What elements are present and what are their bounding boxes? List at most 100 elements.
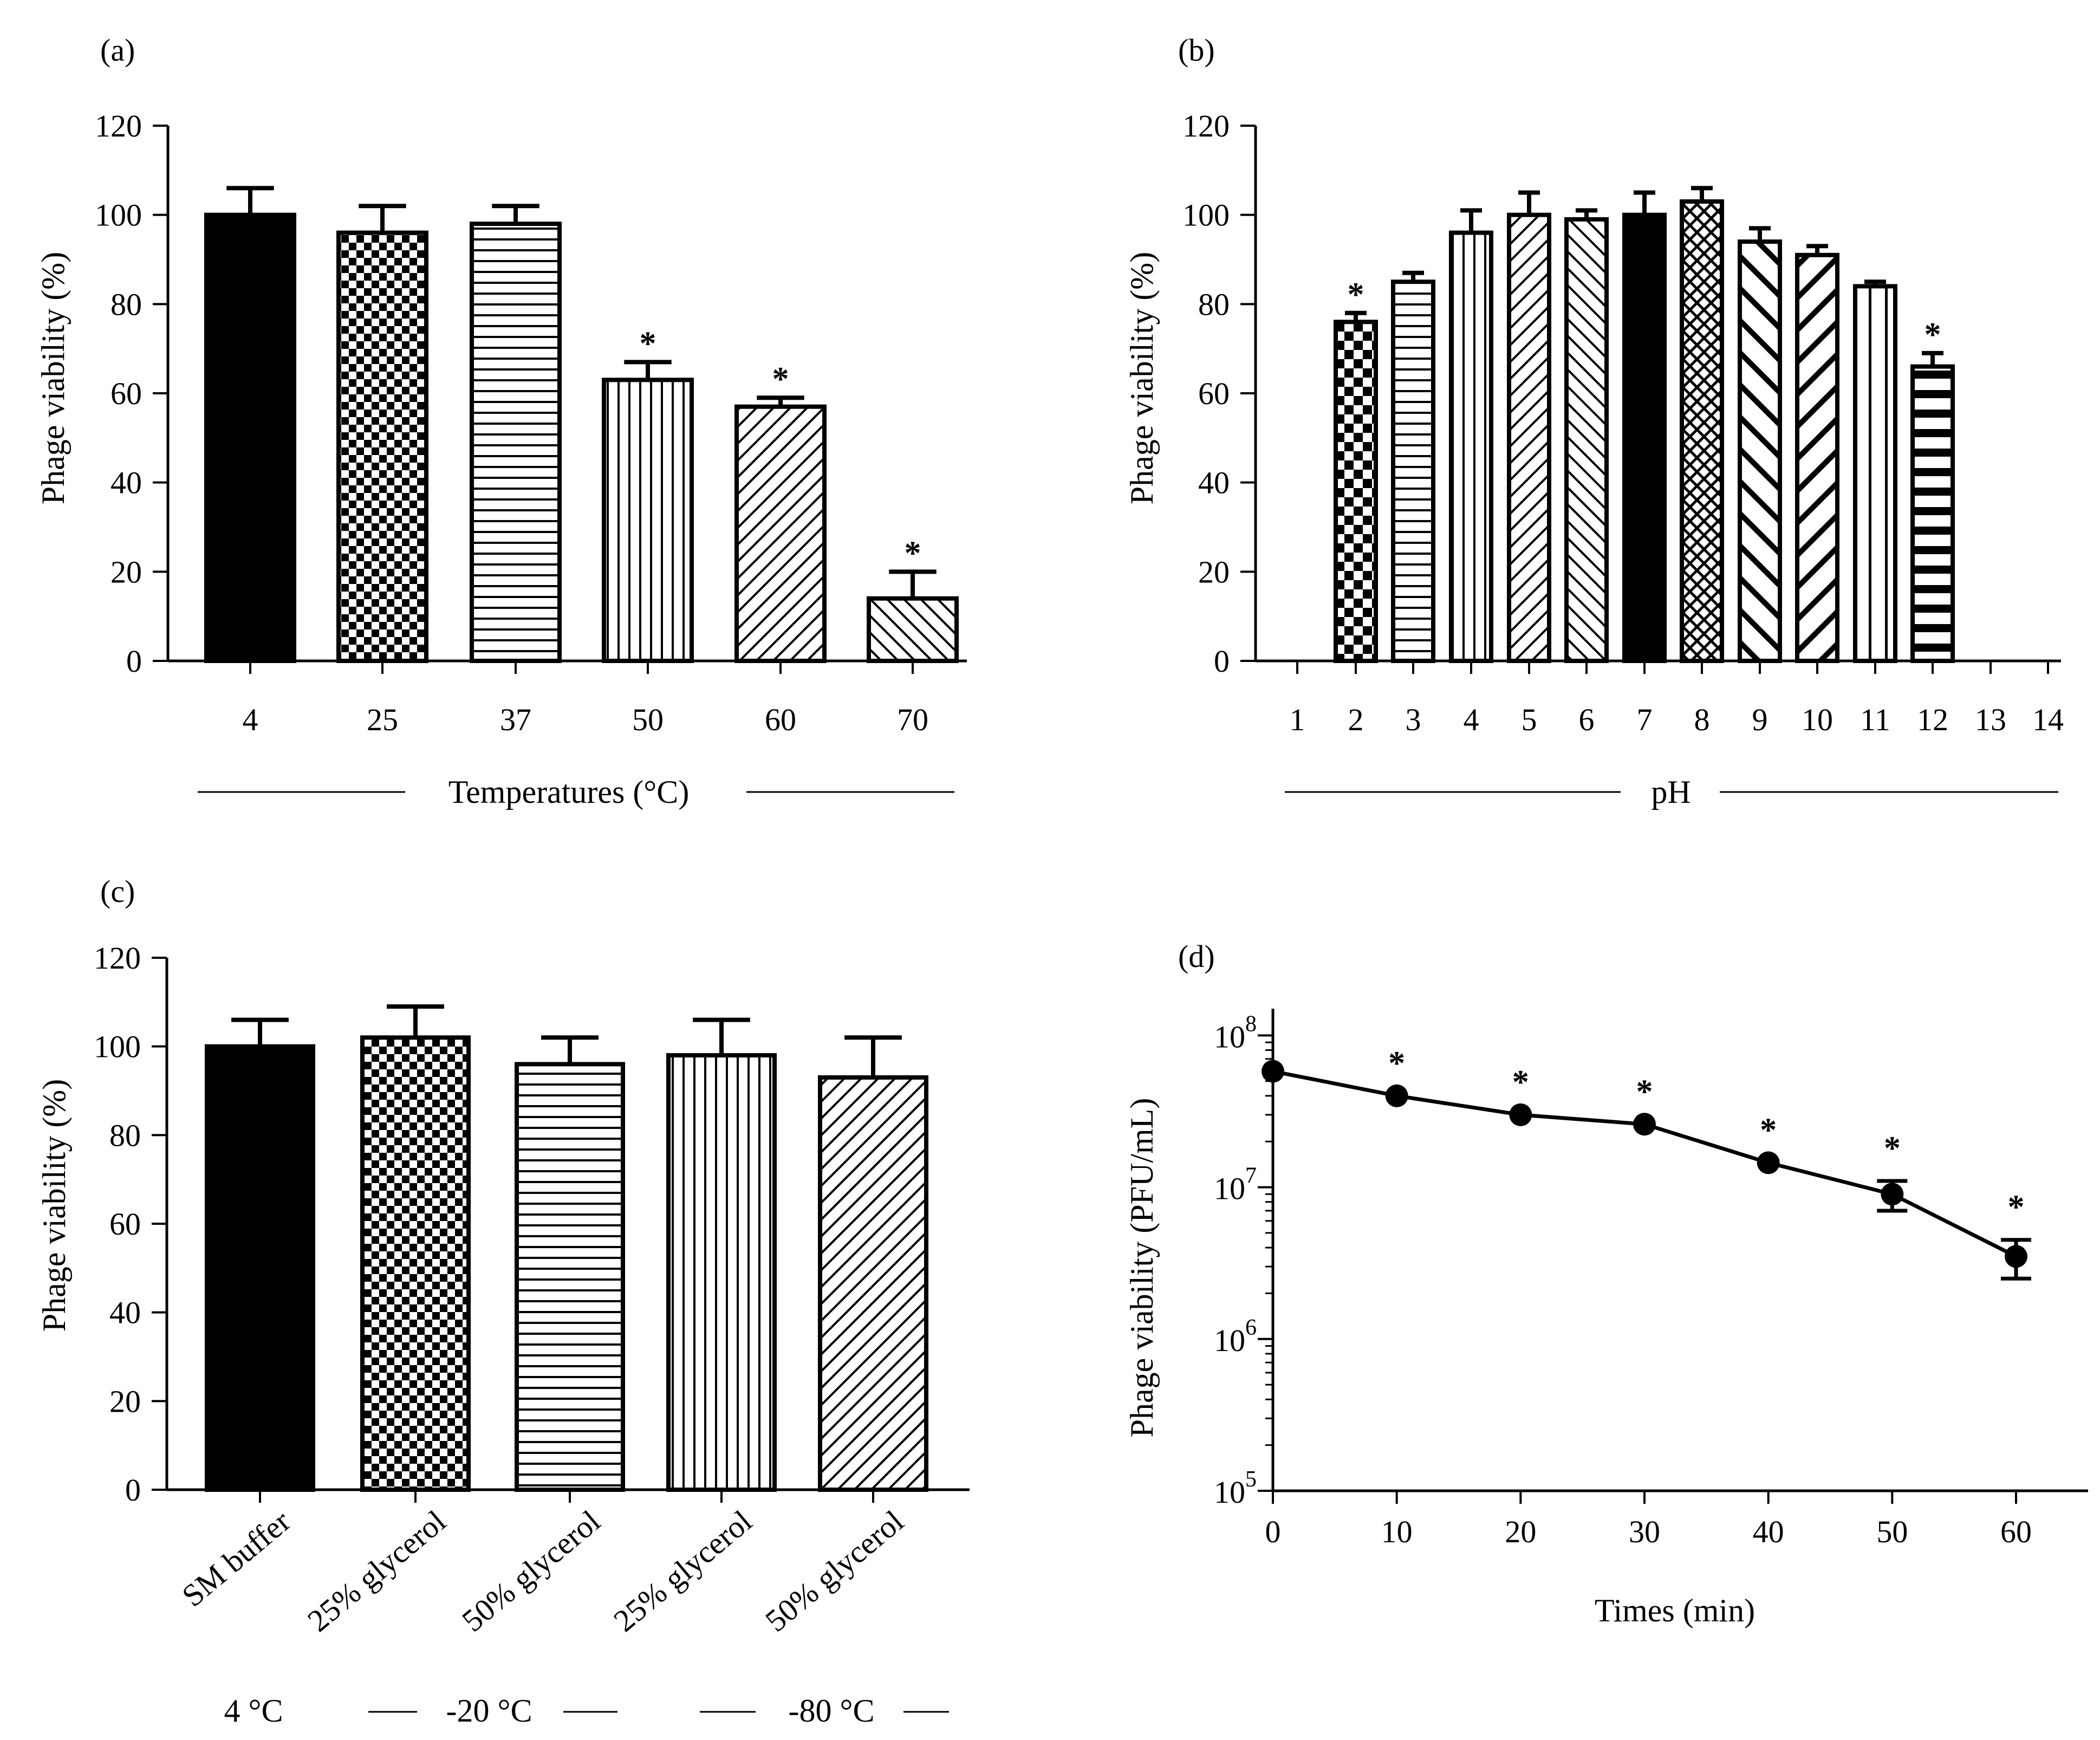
x-tick-label: 50: [1876, 1514, 1908, 1549]
y-tick-base: 10: [1214, 1171, 1245, 1206]
y-tick-label: 80: [110, 287, 142, 322]
data-point: [1262, 1060, 1284, 1083]
x-tick-label: 60: [765, 702, 796, 737]
y-tick-label: 0: [125, 1472, 141, 1508]
x-axis-title-d: Times (min): [1595, 1593, 1755, 1628]
x-tick-label: 50: [632, 702, 664, 737]
significance-star: *: [905, 535, 921, 572]
y-tick-label: 120: [95, 108, 142, 144]
y-tick-label: 100: [1182, 198, 1230, 233]
y-tick-label: 100: [94, 1029, 141, 1064]
bar: [1391, 280, 1435, 663]
bar: [602, 378, 694, 663]
x-tick-label: 25% glycerol: [301, 1503, 452, 1639]
y-tick-label: 20: [109, 1384, 141, 1419]
bar: [1334, 320, 1378, 663]
x-tick-label: 10: [1381, 1514, 1413, 1549]
x-tick-label: 8: [1694, 702, 1710, 737]
data-point: [1385, 1084, 1408, 1107]
bar: [336, 230, 428, 664]
y-tick-label: 0: [1214, 644, 1230, 679]
significance-star: *: [1348, 276, 1364, 313]
y-tick-label: 108: [1214, 1011, 1257, 1054]
significance-star: *: [1925, 316, 1941, 353]
y-tick-label: 100: [95, 198, 142, 233]
y-tick-label: 106: [1214, 1315, 1257, 1358]
x-tick-label: 4: [1464, 702, 1479, 737]
y-axis-title-d: Phage viability (PFU/mL): [1124, 1098, 1160, 1438]
y-tick-label: 40: [109, 1295, 141, 1330]
bar: [1680, 199, 1724, 663]
x-tick-label: 20: [1505, 1514, 1536, 1549]
data-point: [2005, 1245, 2027, 1268]
y-tick-label: 40: [1198, 465, 1230, 501]
x-axis-title-a: Temperatures (°C): [448, 774, 690, 810]
x-tick-label: 7: [1637, 702, 1653, 737]
y-tick-label: 20: [1198, 554, 1230, 589]
bar: [1564, 217, 1609, 663]
panel-label-c: (c): [100, 874, 135, 909]
panel-label-d: (d): [1178, 939, 1215, 974]
x-tick-label: 50% glycerol: [455, 1503, 607, 1639]
bar: [1795, 252, 1839, 663]
x-tick-label: 1: [1290, 702, 1305, 737]
y-tick-label: 80: [109, 1118, 141, 1153]
y-tick-label: 40: [110, 465, 142, 501]
x-tick-label: 25: [367, 702, 398, 737]
x-tick-label: 2: [1348, 702, 1364, 737]
data-point: [1509, 1103, 1532, 1126]
x-tick-label: 50% glycerol: [758, 1503, 910, 1639]
x-tick-label: 5: [1522, 702, 1537, 737]
data-point: [1881, 1183, 1904, 1206]
bar: [360, 1035, 471, 1492]
x-tick-label: 11: [1860, 702, 1890, 737]
y-tick-label: 60: [109, 1206, 141, 1242]
x-tick-label: 6: [1579, 702, 1595, 737]
bar: [734, 404, 827, 663]
x-tick-label: 25% glycerol: [607, 1503, 758, 1639]
x-axis-title-b: pH: [1651, 774, 1691, 810]
group-label-minus80c: -80 °C: [789, 1693, 875, 1729]
bar: [1853, 284, 1897, 663]
data-point: [1633, 1113, 1656, 1136]
panel-label-a: (a): [100, 33, 135, 68]
y-tick-label: 0: [126, 644, 142, 679]
chart-a: 0 20 40 60 80 100 120 4 25 37 50 * 60 * 70 *: [95, 108, 967, 737]
y-tick-exponent: 7: [1245, 1164, 1257, 1189]
significance-star: *: [640, 325, 656, 362]
x-tick-label: 70: [897, 702, 928, 737]
group-label-4c: 4 °C: [224, 1693, 283, 1729]
y-axis-title-c: Phage viability (%): [36, 1079, 72, 1332]
significance-star: *: [1636, 1073, 1653, 1110]
significance-star: *: [2008, 1189, 2025, 1226]
y-tick-label: 60: [110, 376, 142, 411]
x-tick-label: 40: [1753, 1514, 1784, 1549]
y-tick-label: 60: [1198, 376, 1230, 411]
panel-label-b: (b): [1178, 33, 1215, 68]
y-tick-label: 120: [94, 940, 141, 976]
significance-star: *: [1760, 1112, 1777, 1148]
significance-star: *: [1388, 1045, 1405, 1082]
bar: [666, 1053, 777, 1492]
y-tick-label: 80: [1198, 287, 1230, 322]
significance-star: *: [1512, 1064, 1529, 1101]
x-tick-label: 12: [1917, 702, 1948, 737]
bar: [1738, 239, 1782, 664]
bar: [1507, 212, 1551, 663]
bar: [1449, 230, 1493, 664]
y-tick-exponent: 8: [1245, 1011, 1257, 1036]
x-tick-label: SM buffer: [175, 1503, 297, 1613]
group-label-minus20c: -20 °C: [446, 1693, 532, 1729]
y-tick-label: 105: [1214, 1467, 1257, 1510]
bar: [1910, 364, 1955, 663]
y-tick-label: 107: [1214, 1164, 1257, 1206]
data-point: [1757, 1151, 1780, 1174]
y-tick-label: 120: [1182, 108, 1230, 144]
significance-star: *: [772, 361, 789, 398]
y-tick-label: 20: [110, 554, 142, 589]
x-tick-label: 10: [1802, 702, 1833, 737]
